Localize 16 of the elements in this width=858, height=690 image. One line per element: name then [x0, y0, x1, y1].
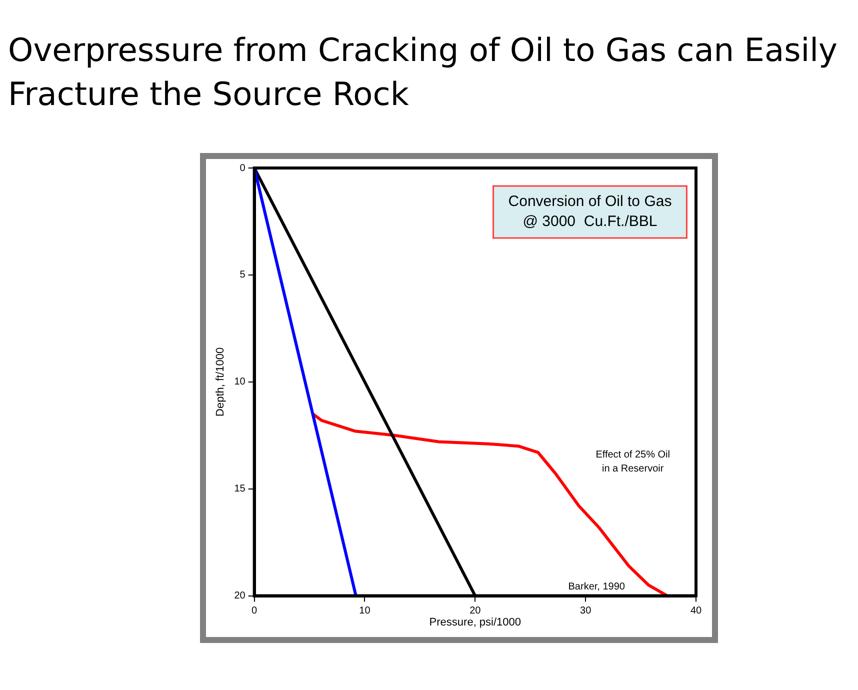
y-tick-label: 10 [234, 376, 246, 388]
x-tick-label: 40 [690, 606, 702, 617]
annotation: Conversion of Oil to Gas @ 3000 Cu.Ft./BBL [508, 193, 672, 230]
x-tick-label: 10 [359, 606, 371, 617]
annotation: Barker, 1990 [568, 582, 626, 593]
x-tick-label: 0 [252, 606, 258, 617]
y-axis-title: Depth, ft/1000 [214, 347, 227, 416]
x-axis-title: Pressure, psi/1000 [429, 616, 522, 628]
x-tick-label: 30 [580, 606, 592, 617]
chart-title: Overpressure from Cracking of Oil to Gas can Easily Fracture the Source Rock [8, 30, 838, 115]
annotation: Effect of 25% Oil in a Reservoir [596, 449, 670, 474]
y-tick-label: 0 [240, 162, 246, 174]
y-tick-label: 15 [234, 484, 246, 495]
y-tick-label: 5 [240, 270, 246, 281]
x-tick-label: 20 [470, 606, 482, 617]
y-tick-label: 20 [234, 590, 246, 602]
